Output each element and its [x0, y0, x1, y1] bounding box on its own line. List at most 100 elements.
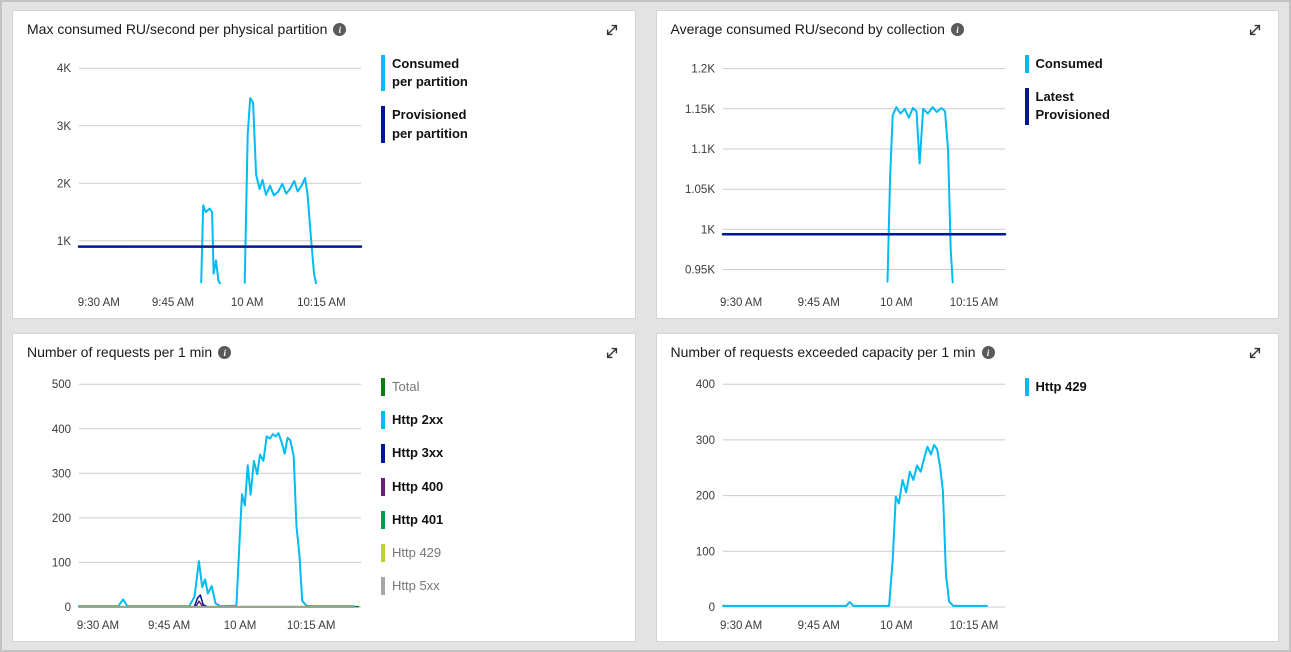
y-tick-label: 500 — [52, 379, 71, 391]
legend-item[interactable]: Provisioned per partition — [381, 106, 621, 143]
x-tick-label: 10 AM — [879, 620, 912, 632]
chart-plot: 0.95K 1K 1.05K 1.1K 1.15K 1.2K 9:30 AM 9:45 AM 1… — [671, 47, 1011, 314]
info-icon[interactable]: i — [218, 346, 232, 359]
card-header: Number of requests per 1 min i — [27, 344, 621, 370]
chart-legend: Consumed per partition Provisioned per pa… — [367, 47, 621, 314]
y-tick-label: 0 — [708, 602, 714, 614]
legend-item[interactable]: Http 3xx — [381, 444, 621, 463]
chart-canvas: 0 100 200 300 400 500 9:30 AM 9:45 AM 10 AM 10:15… — [52, 379, 361, 632]
info-icon[interactable]: i — [981, 346, 995, 359]
legend-item[interactable]: Http 2xx — [381, 411, 621, 430]
chart-plot: 1K 2K 3K 4K 9:30 AM 9:45 AM 10 AM 10:15 AM — [27, 47, 367, 314]
card-body: 0 100 200 300 400 9:30 AM 9:45 AM 10 AM 10:15 AM… — [671, 370, 1265, 637]
card-header: Number of requests exceeded capacity per… — [671, 344, 1265, 370]
card-body: 0.95K 1K 1.05K 1.1K 1.15K 1.2K 9:30 AM 9:45 AM 1… — [671, 47, 1265, 314]
legend-swatch — [381, 444, 385, 463]
x-tick-label: 10:15 AM — [287, 620, 336, 632]
info-icon[interactable]: i — [950, 23, 964, 36]
y-tick-label: 1.15K — [684, 104, 714, 116]
legend-item[interactable]: Consumed per partition — [381, 55, 621, 92]
y-tick-label: 1K — [700, 224, 714, 236]
chart-canvas: 0.95K 1K 1.05K 1.1K 1.15K 1.2K 9:30 AM 9:45 AM 1… — [684, 64, 1006, 309]
card-header: Average consumed RU/second by collection… — [671, 21, 1265, 47]
legend-label: Consumed per partition — [392, 56, 468, 90]
y-tick-label: 0.95K — [684, 265, 714, 277]
y-tick-label: 4K — [57, 63, 71, 75]
y-tick-label: 1.05K — [684, 184, 714, 196]
y-tick-label: 100 — [52, 557, 71, 569]
y-tick-label: 300 — [695, 435, 714, 447]
expand-icon[interactable] — [603, 344, 621, 362]
y-tick-label: 1K — [57, 236, 71, 248]
x-tick-label: 9:45 AM — [797, 297, 839, 309]
chart-title: Number of requests per 1 min — [27, 344, 213, 360]
legend-item[interactable]: Http 400 — [381, 477, 621, 496]
y-tick-label: 400 — [52, 424, 71, 436]
legend-swatch — [1024, 55, 1029, 74]
y-tick-label: 200 — [695, 491, 714, 503]
legend-item[interactable]: Http 5xx — [381, 577, 621, 596]
legend-label: Http 429 — [392, 544, 442, 560]
chart-title: Number of requests exceeded capacity per… — [670, 344, 976, 360]
chart-card-average-consumed-ru: Average consumed RU/second by collection… — [655, 10, 1279, 319]
legend-label: Consumed — [1035, 56, 1103, 71]
x-tick-label: 9:30 AM — [719, 297, 761, 309]
legend-label: Http 401 — [392, 511, 444, 527]
chart-legend: Http 429 — [1011, 370, 1265, 637]
series-line-http-2xx — [78, 432, 355, 608]
legend-label: Http 400 — [392, 478, 444, 494]
legend-item[interactable]: Http 429 — [381, 543, 621, 563]
legend-swatch — [381, 577, 385, 596]
x-tick-label: 10 AM — [224, 620, 257, 632]
x-tick-label: 10:15 AM — [949, 297, 998, 309]
legend-item[interactable]: Http 401 — [381, 510, 621, 529]
expand-icon[interactable] — [1246, 21, 1264, 39]
chart-legend: Consumed Latest Provisioned — [1011, 47, 1265, 314]
legend-label: Http 2xx — [392, 412, 444, 428]
legend-label: Provisioned per partition — [392, 107, 468, 141]
x-tick-label: 9:45 AM — [148, 620, 190, 632]
legend-swatch — [381, 543, 385, 563]
legend-swatch — [381, 106, 385, 143]
y-tick-label: 400 — [695, 379, 714, 391]
x-tick-label: 10 AM — [231, 297, 264, 309]
x-tick-label: 9:45 AM — [152, 297, 194, 309]
chart-canvas: 0 100 200 300 400 9:30 AM 9:45 AM 10 AM 10:15 AM — [695, 379, 1005, 632]
chart-title: Max consumed RU/second per physical part… — [27, 21, 328, 37]
expand-icon[interactable] — [1246, 344, 1264, 362]
expand-icon[interactable] — [603, 21, 621, 39]
y-tick-label: 3K — [57, 121, 71, 133]
legend-swatch — [1024, 88, 1029, 125]
x-tick-label: 9:30 AM — [719, 620, 761, 632]
y-tick-label: 0 — [65, 602, 71, 614]
legend-item[interactable]: Http 429 — [1024, 378, 1265, 397]
legend-item[interactable]: Consumed — [1024, 55, 1265, 74]
chart-canvas: 1K 2K 3K 4K 9:30 AM 9:45 AM 10 AM 10:15 AM — [57, 63, 363, 309]
legend-label: Latest Provisioned — [1035, 89, 1110, 123]
x-tick-label: 9:30 AM — [77, 620, 119, 632]
chart-card-requests-exceeded-capacity: Number of requests exceeded capacity per… — [655, 333, 1279, 642]
y-tick-label: 1.2K — [691, 64, 715, 76]
legend-swatch — [381, 378, 385, 397]
chart-plot: 0 100 200 300 400 9:30 AM 9:45 AM 10 AM 10:15 AM — [671, 370, 1011, 637]
y-tick-label: 100 — [695, 546, 714, 558]
x-tick-label: 9:30 AM — [78, 297, 120, 309]
chart-legend: Total Http 2xx Http 3xx Http 400 Http 401 Htt… — [367, 370, 621, 637]
series-line-consumed — [886, 106, 954, 284]
chart-card-max-consumed-ru-per-partition: Max consumed RU/second per physical part… — [12, 10, 636, 319]
series-line-consumed-per-partition — [200, 97, 317, 285]
legend-swatch — [381, 411, 385, 430]
info-icon[interactable]: i — [333, 23, 347, 36]
card-body: 0 100 200 300 400 500 9:30 AM 9:45 AM 10 AM 10:15… — [27, 370, 621, 637]
y-tick-label: 200 — [52, 513, 71, 525]
x-tick-label: 10:15 AM — [949, 620, 998, 632]
legend-swatch — [381, 55, 385, 92]
legend-label: Total — [392, 379, 420, 394]
card-header: Max consumed RU/second per physical part… — [27, 21, 621, 47]
legend-item[interactable]: Latest Provisioned — [1024, 88, 1265, 125]
legend-item[interactable]: Total — [381, 378, 621, 397]
legend-label: Http 3xx — [392, 445, 444, 461]
x-tick-label: 10:15 AM — [297, 297, 346, 309]
y-tick-label: 2K — [57, 178, 71, 190]
